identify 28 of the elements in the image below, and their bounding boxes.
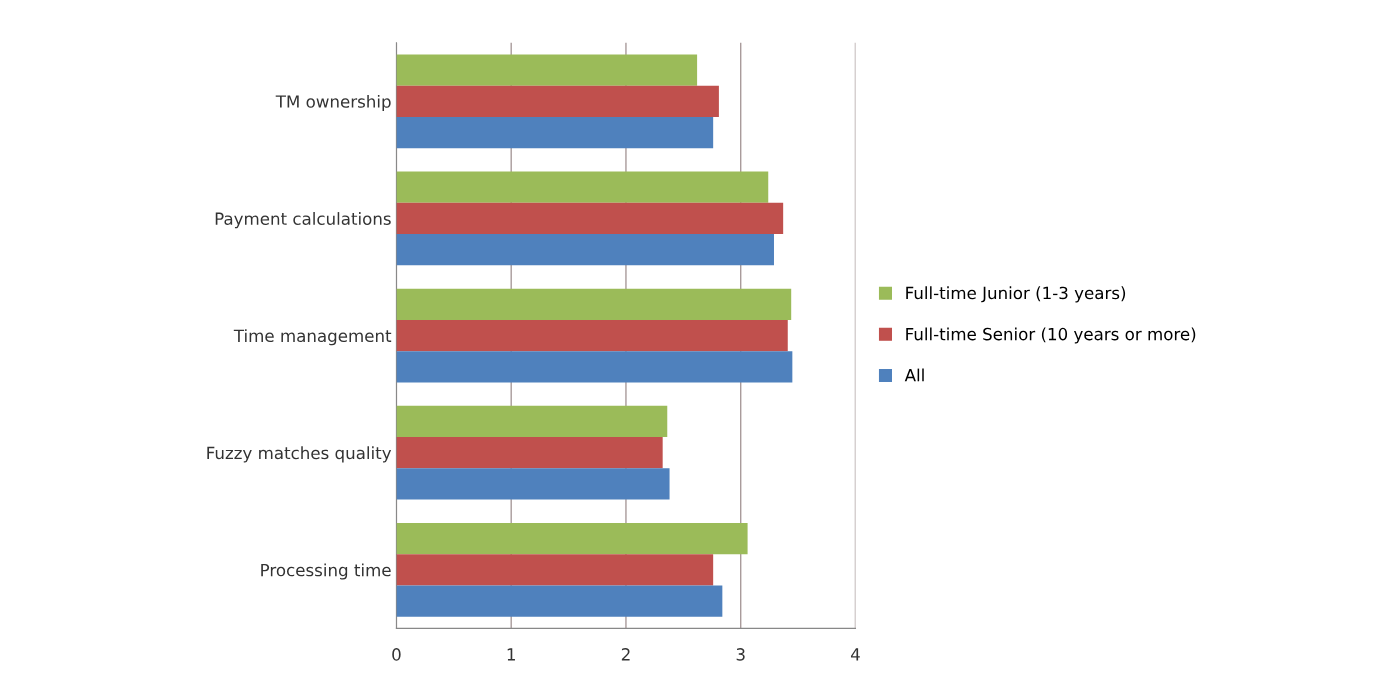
bar xyxy=(396,116,714,149)
bar xyxy=(396,522,748,555)
x-tick-label: 0 xyxy=(392,648,401,661)
bar xyxy=(396,554,714,586)
x-tick-label: 2 xyxy=(621,648,630,661)
bar xyxy=(396,585,723,617)
legend-label: Full-time Junior (1-3 years) xyxy=(906,286,1126,303)
y-tick-label: TM ownership xyxy=(275,94,391,112)
bar xyxy=(396,234,774,266)
y-tick-label: Processing time xyxy=(261,563,391,580)
legend-label: Full-time Senior (10 years or more) xyxy=(906,327,1196,344)
bar xyxy=(396,171,769,203)
x-tick-label: 4 xyxy=(850,648,860,661)
bar xyxy=(396,288,792,320)
x-tick-label: 3 xyxy=(736,648,745,661)
legend-label: All xyxy=(904,368,924,382)
bar xyxy=(396,85,719,117)
bar xyxy=(396,54,698,86)
bar xyxy=(396,437,663,469)
y-tick-label: Fuzzy matches quality xyxy=(207,446,392,463)
bar xyxy=(396,468,670,500)
bar xyxy=(396,351,793,383)
bar xyxy=(396,405,668,438)
bar xyxy=(396,319,788,352)
bar xyxy=(396,202,784,235)
y-tick-label: Payment calculations xyxy=(215,212,391,229)
y-tick-label: Time management xyxy=(233,329,392,346)
x-tick-label: 1 xyxy=(507,648,515,661)
